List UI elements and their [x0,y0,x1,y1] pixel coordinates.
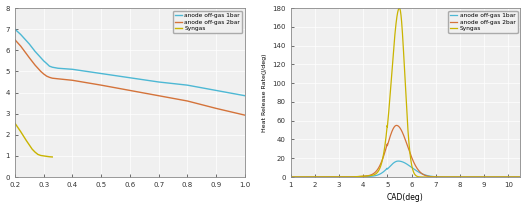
Syngas [327,176,333,178]
Syngas [23,139,29,142]
anode off-gas 2bar [287,176,294,178]
anode off-gas 1bar [517,176,523,178]
anode off-gas 2bar [386,140,392,142]
anode off-gas 1bar [12,28,18,30]
anode off-gas 2bar [32,64,38,66]
anode off-gas 1bar [313,176,320,178]
Syngas [29,148,35,150]
Syngas [313,176,320,178]
anode off-gas 2bar [26,56,33,59]
anode off-gas 2bar [393,124,400,127]
Line: Syngas: Syngas [290,8,520,177]
anode off-gas 1bar [376,173,382,176]
anode off-gas 2bar [517,176,523,178]
Y-axis label: Heat Release Rate(J/deg): Heat Release Rate(J/deg) [261,53,267,132]
Syngas [32,151,38,153]
anode off-gas 2bar [98,84,104,86]
Syngas [41,155,47,157]
anode off-gas 1bar [184,84,190,86]
anode off-gas 1bar [213,89,219,92]
anode off-gas 2bar [41,73,47,75]
anode off-gas 1bar [32,50,38,53]
Syngas [38,154,44,157]
anode off-gas 1bar [327,176,333,178]
X-axis label: CAD(deg): CAD(deg) [387,193,424,202]
Syngas [12,122,18,124]
anode off-gas 1bar [242,94,248,97]
Syngas [513,176,519,178]
anode off-gas 2bar [43,75,49,77]
anode off-gas 1bar [287,176,294,178]
Syngas [43,155,49,158]
anode off-gas 1bar [386,166,392,169]
anode off-gas 1bar [38,56,44,59]
anode off-gas 2bar [55,78,61,80]
anode off-gas 1bar [98,72,104,75]
Line: Syngas: Syngas [15,123,52,157]
Line: anode off-gas 1bar: anode off-gas 1bar [290,161,520,177]
anode off-gas 2bar [38,70,44,73]
anode off-gas 2bar [513,176,519,178]
anode off-gas 2bar [488,176,494,178]
anode off-gas 2bar [69,79,76,82]
Syngas [376,169,382,172]
anode off-gas 1bar [46,65,53,67]
anode off-gas 1bar [17,33,24,36]
Syngas [488,176,494,178]
anode off-gas 2bar [127,89,133,92]
anode off-gas 2bar [46,76,53,79]
Syngas [46,156,53,158]
anode off-gas 2bar [376,166,382,169]
anode off-gas 1bar [69,68,76,71]
anode off-gas 1bar [55,67,61,69]
Line: anode off-gas 2bar: anode off-gas 2bar [290,125,520,177]
Syngas [17,130,24,133]
anode off-gas 1bar [43,62,49,65]
Syngas [517,176,523,178]
anode off-gas 1bar [395,160,401,162]
anode off-gas 2bar [49,77,55,79]
anode off-gas 1bar [127,77,133,79]
anode off-gas 1bar [156,81,162,83]
anode off-gas 2bar [17,45,24,47]
Syngas [35,153,41,156]
Syngas [396,7,402,9]
Legend: anode off-gas 1bar, anode off-gas 2bar, Syngas: anode off-gas 1bar, anode off-gas 2bar, … [448,11,518,33]
anode off-gas 1bar [49,66,55,68]
anode off-gas 2bar [242,114,248,116]
Line: anode off-gas 1bar: anode off-gas 1bar [15,29,245,96]
anode off-gas 2bar [156,94,162,97]
anode off-gas 2bar [313,176,320,178]
Syngas [26,144,33,146]
anode off-gas 2bar [327,176,333,178]
Syngas [49,156,55,158]
anode off-gas 1bar [488,176,494,178]
anode off-gas 1bar [513,176,519,178]
Syngas [287,176,294,178]
anode off-gas 1bar [41,60,47,62]
Legend: anode off-gas 1bar, anode off-gas 2bar, Syngas: anode off-gas 1bar, anode off-gas 2bar, … [173,11,242,33]
Line: anode off-gas 2bar: anode off-gas 2bar [15,40,245,115]
anode off-gas 2bar [213,107,219,110]
anode off-gas 2bar [184,100,190,102]
Syngas [386,112,392,114]
anode off-gas 1bar [26,43,33,45]
anode off-gas 2bar [12,38,18,41]
